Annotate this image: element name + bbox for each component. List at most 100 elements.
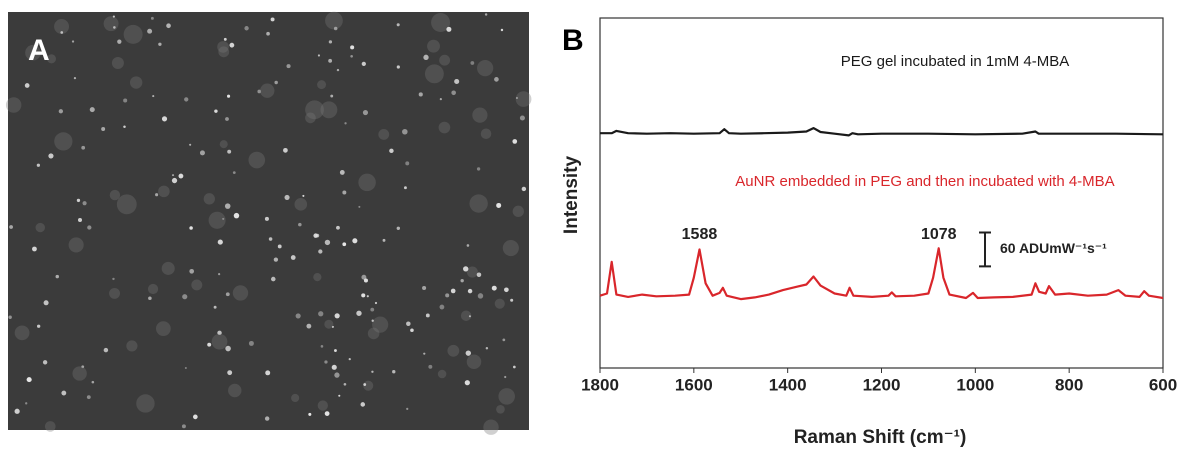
speck xyxy=(362,109,369,116)
speck xyxy=(44,421,56,432)
speck xyxy=(217,41,229,53)
speck xyxy=(324,411,330,416)
speck xyxy=(61,390,67,396)
speck xyxy=(217,330,222,336)
speck xyxy=(161,261,175,275)
speck xyxy=(410,328,414,333)
speck xyxy=(87,225,92,230)
speck xyxy=(496,404,505,414)
speck xyxy=(367,327,380,340)
speck xyxy=(491,285,497,291)
speck xyxy=(406,321,411,327)
speck xyxy=(101,127,106,131)
speck xyxy=(103,16,119,32)
speck xyxy=(374,301,378,305)
speck xyxy=(317,400,328,411)
speck xyxy=(331,364,337,370)
speck xyxy=(161,116,168,122)
speck xyxy=(447,344,460,357)
speck xyxy=(306,323,312,329)
speck xyxy=(9,225,13,229)
speck xyxy=(512,205,524,217)
speck xyxy=(382,238,386,242)
speck xyxy=(232,285,249,301)
speck xyxy=(68,237,84,253)
speck xyxy=(439,54,451,66)
speck xyxy=(116,194,137,215)
speck xyxy=(152,95,155,98)
speck xyxy=(476,167,481,171)
speck xyxy=(217,239,223,245)
speck xyxy=(228,383,242,398)
speck xyxy=(463,266,469,272)
speck xyxy=(109,287,121,299)
speck xyxy=(123,24,143,44)
x-tick-label: 1400 xyxy=(769,375,807,394)
speck xyxy=(467,288,473,294)
speck xyxy=(46,54,57,64)
speck xyxy=(423,352,426,355)
speck xyxy=(460,310,472,321)
speck xyxy=(305,100,324,120)
plot-frame xyxy=(599,17,1164,369)
speck xyxy=(277,244,282,249)
speck xyxy=(466,354,482,370)
speck xyxy=(334,313,340,319)
speck xyxy=(466,244,470,247)
speck xyxy=(81,365,85,369)
speck xyxy=(500,28,504,32)
speck xyxy=(363,383,367,386)
speck xyxy=(227,370,233,376)
speck xyxy=(315,233,320,238)
speck xyxy=(91,380,95,384)
speck xyxy=(229,42,235,48)
speck xyxy=(358,173,376,192)
speck xyxy=(402,128,408,135)
speck xyxy=(427,39,440,53)
speck xyxy=(328,58,333,63)
speck xyxy=(324,360,328,364)
speck xyxy=(325,11,343,30)
speck xyxy=(189,226,193,230)
speck xyxy=(446,26,452,32)
speck xyxy=(219,140,228,149)
speck xyxy=(342,190,347,195)
x-tick-label: 1800 xyxy=(581,375,619,394)
speck xyxy=(363,278,368,283)
speck xyxy=(225,117,229,121)
speck xyxy=(222,217,225,220)
speck xyxy=(225,345,231,352)
speck xyxy=(372,316,389,333)
speck xyxy=(521,186,527,192)
speck xyxy=(268,237,273,241)
speck xyxy=(317,80,327,90)
speck xyxy=(58,109,64,114)
speck xyxy=(317,54,321,57)
speck xyxy=(424,64,444,84)
speck xyxy=(302,194,305,197)
speck xyxy=(361,274,367,280)
speck xyxy=(343,382,347,386)
speck xyxy=(112,277,115,281)
speck xyxy=(199,150,205,156)
speck xyxy=(498,388,515,405)
speck xyxy=(389,148,394,154)
speck xyxy=(156,321,171,336)
speck xyxy=(328,40,333,44)
speck xyxy=(308,412,312,416)
spectrum-line xyxy=(600,127,1164,137)
speck xyxy=(504,287,509,293)
speck xyxy=(171,174,175,177)
speck xyxy=(324,319,334,329)
speck xyxy=(494,298,505,309)
speck xyxy=(284,194,290,200)
speck xyxy=(86,395,91,400)
speck xyxy=(265,370,271,376)
speck xyxy=(55,274,59,279)
speck xyxy=(502,338,506,342)
speck xyxy=(129,76,143,89)
speck xyxy=(109,189,121,201)
speck xyxy=(189,268,195,274)
